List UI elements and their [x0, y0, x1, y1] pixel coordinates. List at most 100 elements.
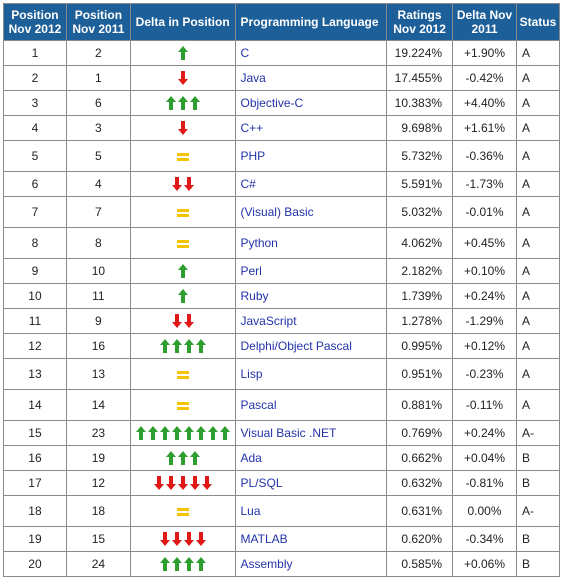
rating-cell: 0.881% [386, 389, 454, 421]
delta-position-cell [129, 551, 236, 577]
status-cell: A- [515, 420, 561, 446]
position-2011-cell: 18 [65, 495, 131, 527]
status-cell: A [515, 333, 561, 359]
delta-rating-cell: -0.81% [452, 470, 517, 496]
delta-position-cell [129, 358, 236, 390]
rating-cell: 1.278% [386, 308, 454, 334]
language-cell: Python [234, 227, 388, 259]
equal-icon [176, 401, 189, 410]
arrow-up-icon [165, 451, 176, 466]
delta-position-cell [129, 140, 236, 172]
delta-rating-cell: +1.61% [452, 115, 517, 141]
position-2011-cell: 6 [65, 90, 131, 116]
table-row: 9 10 Perl 2.182% +0.10% A [3, 258, 561, 284]
position-2012-cell: 5 [3, 140, 67, 172]
position-2011-cell: 19 [65, 445, 131, 471]
table-row: 19 15 MATLAB 0.620% -0.34% B [3, 526, 561, 552]
table-row: 17 12 PL/SQL 0.632% -0.81% B [3, 470, 561, 496]
rating-cell: 9.698% [386, 115, 454, 141]
language-cell: MATLAB [234, 526, 388, 552]
arrow-up-icon [183, 339, 194, 354]
delta-position-cell [129, 196, 236, 228]
position-2012-cell: 18 [3, 495, 67, 527]
position-2012-cell: 7 [3, 196, 67, 228]
delta-position-cell [129, 389, 236, 421]
status-cell: A [515, 171, 561, 197]
delta-rating-cell: +0.24% [452, 283, 517, 309]
arrow-up-icon [177, 289, 188, 304]
delta-rating-cell: +0.24% [452, 420, 517, 446]
arrow-up-icon [219, 426, 230, 441]
status-cell: B [515, 445, 561, 471]
table-row: 6 4 C# 5.591% -1.73% A [3, 171, 561, 197]
rating-cell: 0.632% [386, 470, 454, 496]
delta-rating-cell: +0.45% [452, 227, 517, 259]
rating-cell: 5.032% [386, 196, 454, 228]
position-2012-cell: 9 [3, 258, 67, 284]
status-cell: A [515, 358, 561, 390]
delta-rating-cell: +0.12% [452, 333, 517, 359]
position-2011-cell: 9 [65, 308, 131, 334]
equal-icon [176, 507, 189, 516]
delta-position-cell [129, 420, 236, 446]
language-cell: (Visual) Basic [234, 196, 388, 228]
arrow-down-icon [177, 71, 188, 86]
delta-rating-cell: +4.40% [452, 90, 517, 116]
rating-cell: 10.383% [386, 90, 454, 116]
status-cell: B [515, 470, 561, 496]
position-2012-cell: 19 [3, 526, 67, 552]
status-cell: A [515, 258, 561, 284]
language-cell: C++ [234, 115, 388, 141]
table-row: 7 7 (Visual) Basic 5.032% -0.01% A [3, 196, 561, 228]
delta-position-cell [129, 445, 236, 471]
delta-position-cell [129, 115, 236, 141]
arrow-down-icon [171, 177, 182, 192]
rating-cell: 0.585% [386, 551, 454, 577]
language-cell: JavaScript [234, 308, 388, 334]
delta-rating-cell: 0.00% [452, 495, 517, 527]
table-row: 14 14 Pascal 0.881% -0.11% A [3, 389, 561, 421]
position-2011-cell: 15 [65, 526, 131, 552]
rating-cell: 2.182% [386, 258, 454, 284]
delta-rating-cell: +1.90% [452, 40, 517, 66]
ranking-table: Position Nov 2012 Position Nov 2011 Delt… [3, 3, 561, 577]
position-2011-cell: 12 [65, 470, 131, 496]
rating-cell: 0.769% [386, 420, 454, 446]
table-row: 2 1 Java 17.455% -0.42% A [3, 65, 561, 91]
arrow-up-icon [189, 96, 200, 111]
arrow-up-icon [171, 557, 182, 572]
arrow-up-icon [207, 426, 218, 441]
status-cell: A [515, 308, 561, 334]
arrow-up-icon [171, 339, 182, 354]
status-cell: B [515, 551, 561, 577]
arrow-up-icon [165, 96, 176, 111]
table-row: 3 6 Objective-C 10.383% +4.40% A [3, 90, 561, 116]
arrow-up-icon [159, 557, 170, 572]
table-row: 20 24 Assembly 0.585% +0.06% B [3, 551, 561, 577]
language-cell: PL/SQL [234, 470, 388, 496]
arrow-up-icon [195, 339, 206, 354]
status-cell: A [515, 389, 561, 421]
delta-rating-cell: +0.06% [452, 551, 517, 577]
header-row: Position Nov 2012 Position Nov 2011 Delt… [3, 3, 561, 41]
table-row: 15 23 Visual Basic .NET 0.769% +0.24% A- [3, 420, 561, 446]
arrow-up-icon [195, 426, 206, 441]
status-cell: A [515, 140, 561, 172]
status-cell: A [515, 115, 561, 141]
position-2012-cell: 20 [3, 551, 67, 577]
arrow-down-icon [159, 532, 170, 547]
status-cell: A- [515, 495, 561, 527]
arrow-up-icon [159, 426, 170, 441]
position-2011-cell: 11 [65, 283, 131, 309]
delta-position-cell [129, 227, 236, 259]
position-2012-cell: 8 [3, 227, 67, 259]
table-row: 18 18 Lua 0.631% 0.00% A- [3, 495, 561, 527]
rating-cell: 17.455% [386, 65, 454, 91]
language-cell: Delphi/Object Pascal [234, 333, 388, 359]
language-cell: Perl [234, 258, 388, 284]
arrow-down-icon [165, 476, 176, 491]
position-2011-cell: 1 [65, 65, 131, 91]
status-cell: A [515, 227, 561, 259]
arrow-up-icon [177, 451, 188, 466]
position-2012-cell: 14 [3, 389, 67, 421]
